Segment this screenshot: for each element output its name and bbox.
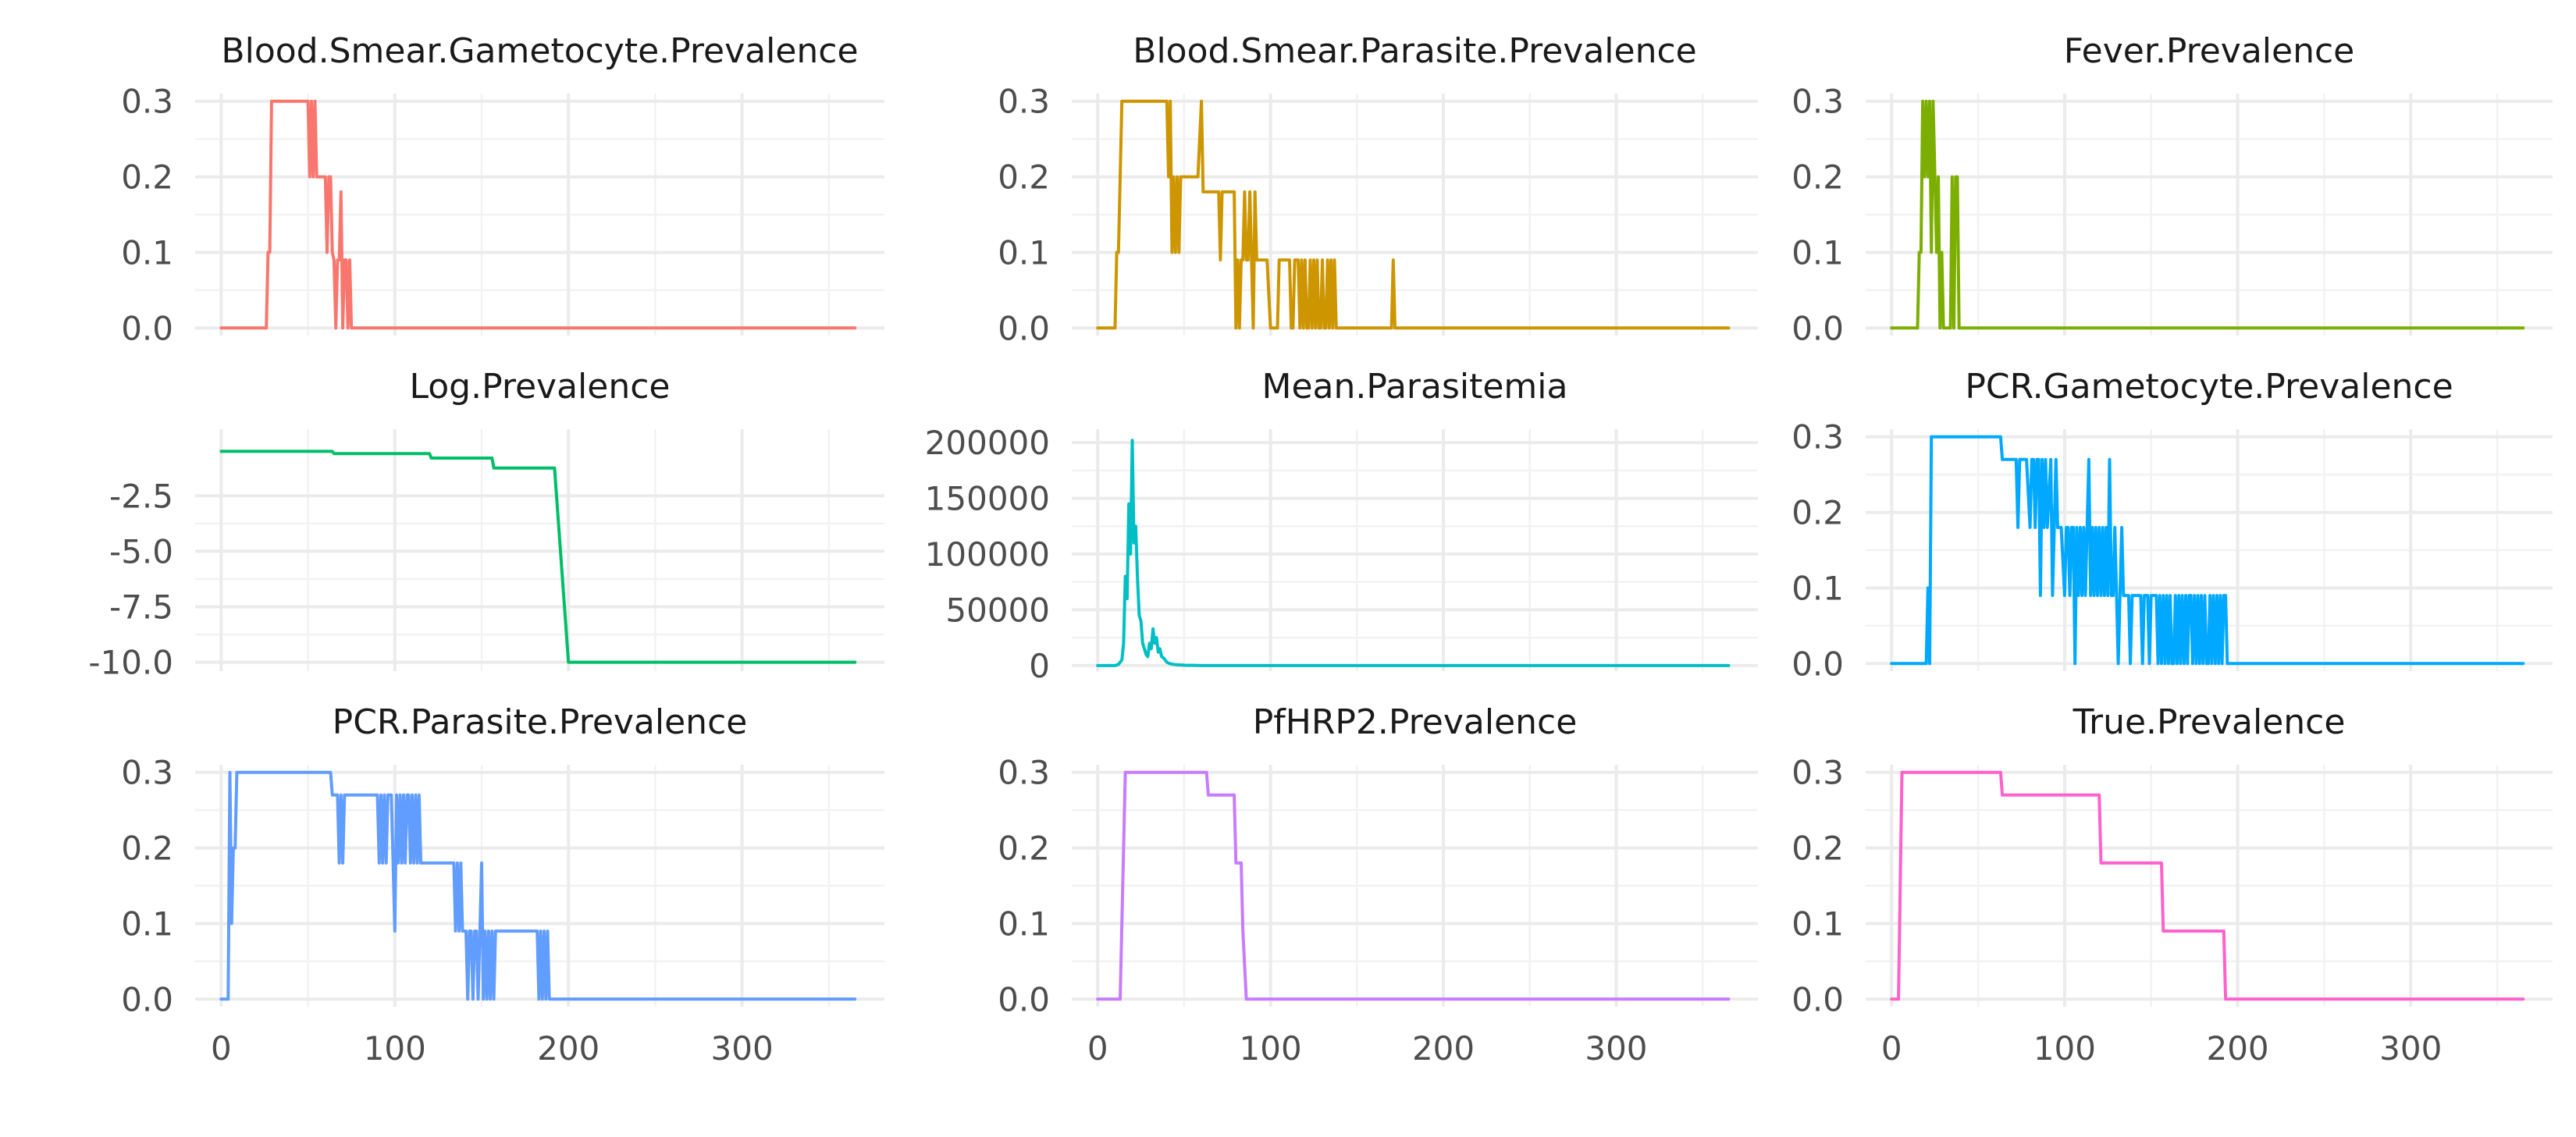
y-tick-label: 0.0 xyxy=(998,980,1050,1018)
y-tick-label: -2.5 xyxy=(109,477,173,515)
series-line-pcr-parasite-prevalence xyxy=(219,770,857,1001)
y-tick-label: 0.2 xyxy=(998,830,1050,868)
panel-title: PCR.Parasite.Prevalence xyxy=(333,702,748,742)
gridlines xyxy=(1866,429,2553,671)
x-tick-label: 300 xyxy=(2379,1029,2442,1068)
panel-title: Log.Prevalence xyxy=(410,367,671,407)
series-line-true-prevalence xyxy=(1890,770,2525,1001)
y-tick-label: 50000 xyxy=(945,591,1050,629)
panel-mean-parasitemia: Mean.Parasitemia 0 50000 100000 150000 200000 xyxy=(925,367,1758,685)
series-line-blood-smear-parasite-prevalence xyxy=(1096,99,1731,330)
y-tick-label: 100000 xyxy=(925,535,1050,574)
y-tick-label: -5.0 xyxy=(109,532,173,570)
y-tick-label: 0 xyxy=(1029,647,1050,685)
y-tick-label: 0.0 xyxy=(121,980,173,1018)
y-tick-label: 0.0 xyxy=(1791,309,1844,347)
y-tick-label: 0.0 xyxy=(998,309,1050,347)
y-tick-label: 0.1 xyxy=(121,904,173,943)
y-tick-label: 0.2 xyxy=(121,830,173,868)
y-tick-label: 0.2 xyxy=(998,158,1050,197)
series-line-log-prevalence xyxy=(219,449,857,664)
y-tick-label: -10.0 xyxy=(88,644,173,682)
panel-blood-smear-gametocyte-prevalence: Blood.Smear.Gametocyte.Prevalence 0.0 0.1 0… xyxy=(121,31,884,347)
panel-log-prevalence: Log.Prevalence -10.0 -7.5 -5.0 -2.5 xyxy=(88,367,884,682)
y-tick-label: 0.3 xyxy=(998,754,1050,792)
panel-title: Mean.Parasitemia xyxy=(1262,367,1568,407)
panel-title: Fever.Prevalence xyxy=(2064,31,2355,71)
y-tick-label: 0.1 xyxy=(998,904,1050,943)
x-tick-label: 0 xyxy=(1881,1029,1902,1068)
x-tick-label: 100 xyxy=(364,1029,426,1068)
series-line-pfhrp2-prevalence xyxy=(1096,770,1731,1001)
gridlines xyxy=(1072,94,1758,336)
x-tick-label: 0 xyxy=(211,1029,232,1068)
y-tick-label: 0.3 xyxy=(1791,418,1844,457)
y-tick-label: 0.1 xyxy=(1791,233,1844,272)
y-tick-label: 0.1 xyxy=(1791,904,1844,943)
panel-fever-prevalence: Fever.Prevalence 0.0 0.1 0.2 0.3 xyxy=(1791,31,2553,347)
panel-title: PCR.Gametocyte.Prevalence xyxy=(1965,367,2453,407)
y-tick-label: 0.1 xyxy=(998,233,1050,272)
y-tick-label: 0.3 xyxy=(121,83,173,121)
y-tick-label: -7.5 xyxy=(109,588,173,627)
y-tick-label: 0.0 xyxy=(1791,645,1844,683)
series-line-fever-prevalence xyxy=(1890,99,2525,330)
x-tick-label: 200 xyxy=(1412,1029,1475,1068)
x-tick-label: 200 xyxy=(2206,1029,2268,1068)
panel-title: PfHRP2.Prevalence xyxy=(1253,702,1578,742)
x-tick-label: 0 xyxy=(1087,1029,1108,1068)
y-tick-label: 0.2 xyxy=(1791,158,1844,197)
series-line-pcr-gametocyte-prevalence xyxy=(1890,435,2525,666)
panel-blood-smear-parasite-prevalence: Blood.Smear.Parasite.Prevalence 0.0 0.1 0.2… xyxy=(998,31,1758,347)
y-tick-label: 150000 xyxy=(925,480,1050,518)
gridlines xyxy=(1866,765,2553,1007)
gridlines xyxy=(1072,429,1758,671)
y-tick-label: 0.1 xyxy=(121,233,173,272)
panel-pfhrp2-prevalence: PfHRP2.Prevalence 0.0 0.1 0.2 0.3 0 100 200 300 xyxy=(998,702,1758,1068)
y-tick-label: 0.0 xyxy=(1791,980,1844,1018)
x-tick-label: 300 xyxy=(711,1029,774,1068)
series-line-mean-parasitemia xyxy=(1096,439,1731,667)
x-tick-label: 200 xyxy=(537,1029,600,1068)
panel-pcr-gametocyte-prevalence: PCR.Gametocyte.Prevalence 0.0 0.1 0.2 0.3 xyxy=(1791,367,2553,683)
y-tick-label: 0.0 xyxy=(121,309,173,347)
y-tick-label: 0.3 xyxy=(998,83,1050,121)
panel-pcr-parasite-prevalence: PCR.Parasite.Prevalence 0.0 0.1 0.2 0.3 0 100 2… xyxy=(121,702,884,1068)
gridlines xyxy=(1866,94,2553,336)
y-tick-label: 0.3 xyxy=(121,754,173,792)
x-tick-label: 300 xyxy=(1585,1029,1647,1068)
y-tick-label: 0.2 xyxy=(121,158,173,197)
gridlines xyxy=(1072,765,1758,1007)
panel-title: Blood.Smear.Parasite.Prevalence xyxy=(1133,31,1696,71)
y-tick-label: 0.3 xyxy=(1791,754,1844,792)
panel-true-prevalence: True.Prevalence 0.0 0.1 0.2 0.3 0 100 200 300 xyxy=(1791,702,2553,1068)
y-tick-label: 0.1 xyxy=(1791,569,1844,607)
y-tick-label: 0.3 xyxy=(1791,83,1844,121)
x-tick-label: 100 xyxy=(1240,1029,1302,1068)
x-tick-label: 100 xyxy=(2033,1029,2096,1068)
gridlines xyxy=(195,94,884,336)
series-line-blood-smear-gametocyte-prevalence xyxy=(219,99,857,330)
y-tick-label: 0.2 xyxy=(1791,494,1844,532)
gridlines xyxy=(195,429,884,671)
panel-title: True.Prevalence xyxy=(2073,702,2346,742)
y-tick-label: 0.2 xyxy=(1791,830,1844,868)
panel-title: Blood.Smear.Gametocyte.Prevalence xyxy=(221,31,858,71)
y-tick-label: 200000 xyxy=(925,424,1050,462)
